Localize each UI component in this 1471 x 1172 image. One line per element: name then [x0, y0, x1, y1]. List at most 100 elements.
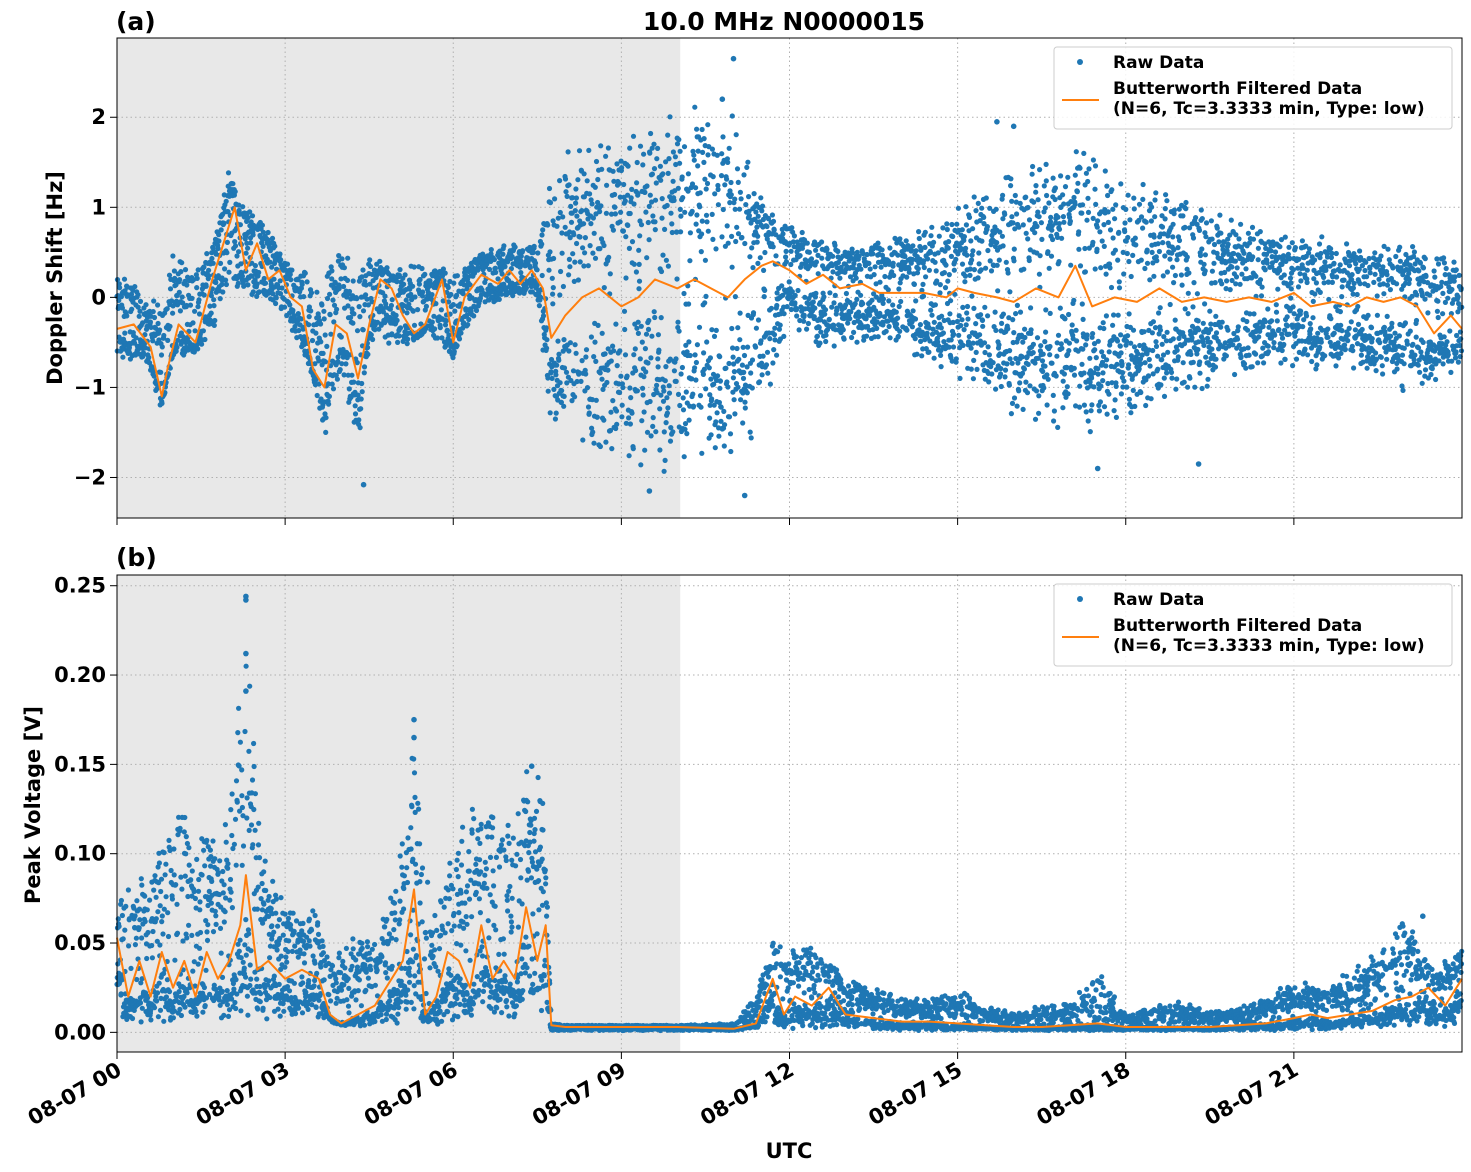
- raw-data-point: [1339, 294, 1345, 300]
- raw-data-point: [756, 379, 763, 385]
- raw-data-point: [1203, 220, 1210, 226]
- raw-data-point: [1276, 327, 1282, 333]
- raw-data-point: [643, 209, 649, 215]
- raw-data-point: [904, 327, 910, 333]
- raw-data-point: [365, 351, 371, 357]
- raw-data-point: [638, 323, 644, 329]
- raw-data-point: [1120, 370, 1126, 376]
- raw-data-point: [552, 416, 559, 422]
- raw-data-point: [1194, 291, 1200, 297]
- raw-data-point: [626, 453, 632, 459]
- raw-data-point: [668, 210, 674, 216]
- raw-data-point: [374, 319, 381, 325]
- raw-data-point: [240, 204, 246, 210]
- raw-data-point: [737, 189, 744, 195]
- raw-data-point: [604, 182, 610, 188]
- raw-data-point: [725, 159, 731, 165]
- raw-data-point: [728, 192, 734, 198]
- raw-data-point: [1216, 239, 1222, 245]
- raw-data-point: [442, 322, 449, 328]
- raw-data-point: [909, 324, 916, 330]
- raw-data-point: [151, 298, 157, 304]
- raw-data-point: [749, 385, 755, 391]
- raw-data-point: [1132, 235, 1138, 241]
- raw-data-point: [984, 224, 991, 230]
- raw-data-point: [467, 282, 473, 288]
- raw-data-point: [788, 248, 794, 254]
- raw-data-point: [642, 346, 649, 352]
- raw-data-point: [1023, 230, 1029, 236]
- raw-data-point: [993, 206, 999, 212]
- raw-data-point: [1148, 396, 1154, 402]
- raw-data-point: [886, 323, 892, 330]
- raw-data-point: [1156, 248, 1162, 255]
- raw-data-point: [1083, 170, 1089, 176]
- raw-data-point: [1249, 224, 1256, 230]
- raw-data-point: [1100, 378, 1106, 384]
- raw-data-point: [204, 251, 210, 257]
- raw-data-point: [1232, 371, 1238, 378]
- raw-data-point: [1202, 301, 1208, 307]
- raw-data-point: [1106, 349, 1112, 355]
- raw-data-point: [129, 306, 135, 312]
- raw-data-point: [687, 230, 694, 236]
- raw-data-point: [1147, 363, 1153, 369]
- raw-data-point: [1053, 373, 1059, 379]
- raw-data-point: [1293, 356, 1300, 362]
- raw-data-point: [380, 309, 386, 315]
- raw-data-point: [1308, 326, 1314, 332]
- raw-data-point: [819, 255, 825, 261]
- raw-data-point: [618, 158, 624, 164]
- raw-data-point: [639, 418, 645, 424]
- raw-data-point: [454, 273, 460, 279]
- raw-data-point: [903, 238, 909, 244]
- raw-data-point: [960, 342, 966, 348]
- raw-data-point: [1077, 263, 1084, 269]
- raw-data-point: [961, 234, 968, 240]
- raw-data-point: [950, 233, 956, 240]
- raw-data-point: [891, 272, 897, 279]
- raw-data-point: [341, 372, 347, 378]
- raw-data-point: [1050, 175, 1056, 181]
- raw-data-point: [1095, 338, 1101, 344]
- raw-data-point: [735, 179, 741, 185]
- raw-data-point: [619, 165, 625, 171]
- raw-data-point: [1059, 235, 1065, 241]
- raw-data-point: [567, 235, 573, 241]
- raw-data-point: [451, 280, 457, 286]
- raw-data-point: [569, 195, 576, 201]
- raw-data-point: [361, 364, 368, 370]
- raw-data-point: [202, 336, 208, 343]
- raw-data-point: [1126, 396, 1132, 402]
- raw-data-point: [729, 233, 735, 239]
- raw-data-point: [981, 340, 988, 346]
- raw-data-point: [1141, 329, 1147, 335]
- raw-data-point: [551, 386, 557, 392]
- raw-data-point: [642, 189, 648, 195]
- raw-data-point: [1007, 348, 1013, 354]
- raw-data-point: [867, 266, 873, 272]
- raw-data-point: [1378, 354, 1384, 360]
- raw-data-point: [571, 278, 577, 284]
- raw-data-point: [572, 342, 578, 348]
- raw-data-point: [932, 302, 939, 308]
- raw-data-point: [218, 227, 224, 233]
- raw-data-point: [570, 251, 576, 257]
- raw-data-point: [308, 290, 315, 296]
- raw-data-point: [1184, 254, 1190, 260]
- raw-data-point: [1233, 281, 1239, 287]
- raw-data-point: [758, 195, 764, 201]
- raw-data-point: [581, 221, 587, 227]
- raw-data-point: [1062, 184, 1069, 190]
- raw-data-point: [1213, 313, 1219, 319]
- raw-data-point: [578, 378, 584, 384]
- raw-data-point: [691, 157, 697, 163]
- raw-data-point: [527, 265, 533, 271]
- raw-data-point: [1211, 260, 1217, 266]
- raw-data-point: [1136, 366, 1142, 372]
- raw-data-point: [135, 304, 141, 310]
- raw-data-point: [759, 372, 765, 378]
- raw-data-point: [1380, 371, 1386, 377]
- raw-data-point: [1182, 306, 1188, 312]
- raw-data-point: [254, 281, 260, 287]
